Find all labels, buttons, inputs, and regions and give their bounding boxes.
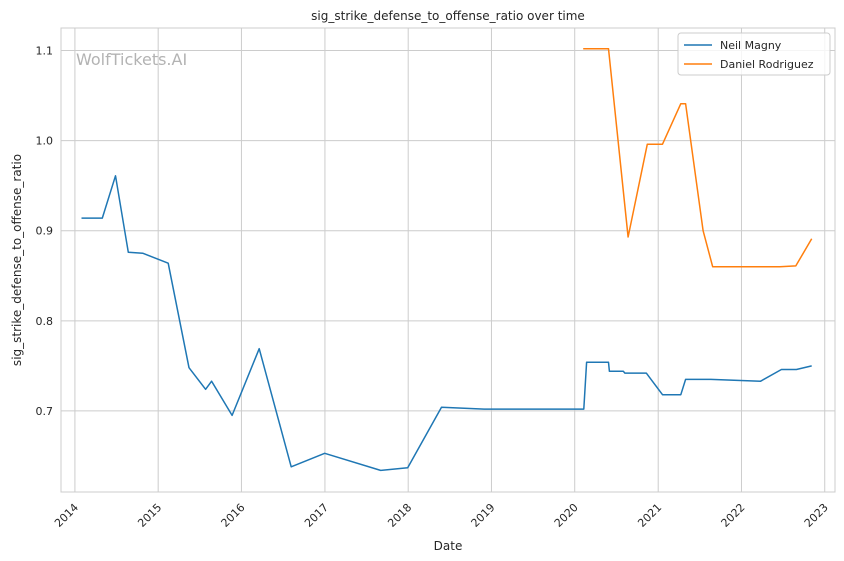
series [81,47,813,472]
series-line-daniel-rodriguez [583,47,813,268]
plot-frame [60,27,836,493]
legend-label-daniel-rodriguez: Daniel Rodriguez [720,58,814,71]
chart-title: sig_strike_defense_to_offense_ratio over… [311,9,585,23]
legend: Neil Magny Daniel Rodriguez [677,32,831,76]
x-axis-label: Date [434,539,463,553]
y-tick-labels: 0.7 0.8 0.9 1.0 1.1 [36,45,54,418]
y-tick-label: 1.0 [36,135,54,148]
y-tick-label: 0.9 [36,225,54,238]
watermark: WolfTickets.AI [76,50,187,69]
y-tick-label: 1.1 [36,45,54,58]
y-tick-label: 0.7 [36,405,54,418]
grid [61,28,835,492]
legend-label-neil-magny: Neil Magny [720,39,782,52]
plot-area [61,28,835,492]
axes-border [60,27,836,493]
y-tick-label: 0.8 [36,315,54,328]
series-line-neil-magny [81,175,812,472]
y-axis-label: sig_strike_defense_to_offense_ratio [10,154,24,366]
legend-box [677,32,831,76]
